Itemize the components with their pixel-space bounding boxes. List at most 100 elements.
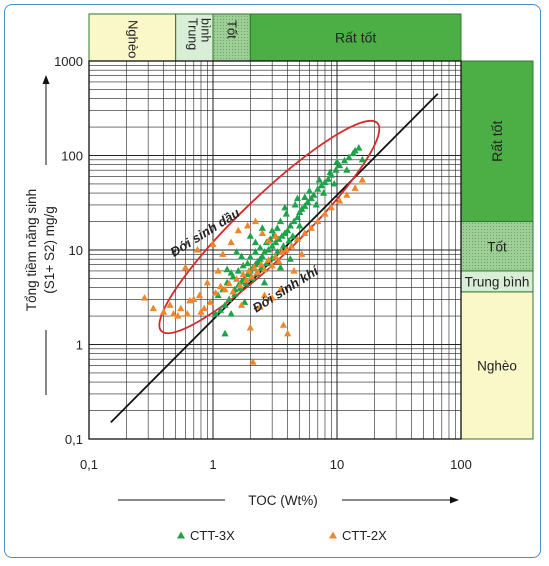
point-ctt3x-75 (225, 295, 233, 303)
top-band-1-label-line0: Trung (185, 18, 199, 50)
point-ctt3x-57 (234, 266, 242, 274)
x-axis-title-text: TOC (Wt%) (248, 493, 318, 508)
point-ctt2x-10 (212, 289, 220, 296)
point-ctt2x-37 (327, 203, 335, 211)
y-tick-label-4: 1000 (54, 54, 83, 69)
point-ctt3x-10 (317, 181, 326, 189)
point-ctt2x-9 (206, 298, 214, 305)
point-ctt3x-44 (301, 193, 309, 201)
x-tick-label-0: 0,1 (80, 457, 98, 472)
point-ctt3x-86 (293, 194, 302, 202)
point-ctt3x-91 (251, 238, 260, 246)
point-ctt2x-58 (284, 329, 292, 337)
point-ctt2x-36 (321, 210, 329, 217)
x-tick-label-2: 10 (330, 457, 344, 472)
point-ctt3x-42 (326, 168, 334, 176)
point-ctt2x-32 (293, 235, 302, 242)
point-ctt3x-89 (343, 166, 351, 173)
point-ctt2x-19 (245, 266, 253, 274)
point-ctt2x-63 (174, 312, 182, 319)
point-ctt3x-9 (321, 178, 329, 185)
point-ctt2x-66 (237, 301, 246, 308)
point-ctt3x-6 (332, 166, 340, 173)
point-ctt2x-35 (314, 217, 322, 225)
x-tick-label-3: 100 (450, 457, 472, 472)
point-ctt3x-13 (307, 194, 315, 202)
point-ctt3x-63 (289, 232, 297, 239)
point-ctt3x-19 (290, 217, 298, 225)
point-ctt3x-82 (241, 298, 249, 305)
point-ctt2x-41 (358, 176, 366, 183)
point-ctt2x-28 (275, 257, 283, 265)
point-ctt2x-7 (196, 291, 204, 299)
point-ctt2x-27 (272, 252, 280, 260)
point-ctt2x-62 (166, 301, 174, 308)
right-band-2-label: Trung bình (465, 274, 530, 289)
point-ctt3x-62 (296, 221, 304, 229)
point-ctt2x-34 (307, 224, 315, 231)
figure-frame (4, 4, 541, 558)
legend-label-ctt2x: CTT-2X (342, 528, 387, 543)
y-axis-title: Tổng tiềm năng sinh (S1+ S2) mg/g (24, 75, 57, 395)
y-tick-label-3: 100 (61, 149, 83, 164)
point-ctt2x-56 (249, 358, 257, 365)
point-ctt2x-43 (193, 246, 202, 253)
point-ctt2x-2 (160, 308, 168, 315)
axis-tick-labels: 0,1 1 10 100 0,1 1 10 100 1000 (54, 54, 472, 472)
point-ctt2x-29 (278, 248, 286, 255)
y-tick-label-1: 1 (76, 338, 83, 353)
point-ctt3x-85 (281, 203, 289, 211)
x-axis-title: TOC (Wt%) (118, 493, 459, 508)
point-ctt3x-54 (246, 253, 254, 260)
point-ctt2x-31 (287, 242, 296, 249)
point-ctt3x-3 (351, 146, 359, 154)
point-ctt3x-80 (276, 263, 285, 271)
point-ctt2x-8 (200, 304, 208, 312)
point-ctt2x-33 (301, 229, 309, 236)
point-ctt2x-24 (260, 265, 269, 273)
point-ctt3x-99 (312, 200, 320, 208)
point-ctt2x-49 (251, 217, 260, 225)
top-band-3-label: Rất tốt (335, 30, 376, 46)
point-ctt3x-88 (330, 179, 338, 187)
point-ctt3x-87 (320, 189, 328, 196)
point-ctt3x-92 (237, 252, 246, 260)
right-band-1-texture (461, 221, 533, 271)
point-ctt2x-65 (197, 308, 205, 315)
point-ctt2x-17 (239, 270, 247, 278)
point-ctt2x-13 (225, 279, 233, 287)
point-ctt2x-57 (279, 321, 288, 328)
point-ctt2x-22 (254, 268, 262, 275)
point-ctt3x-4 (340, 156, 349, 164)
point-ctt3x-76 (221, 301, 229, 308)
point-ctt3x-2 (345, 153, 353, 161)
top-rating-bands: Nghèo Trung bình Tốt Rất tốt (88, 13, 462, 62)
y-tick-label-2: 10 (69, 243, 83, 258)
legend-marker-ctt2x-icon (329, 531, 337, 539)
point-ctt3x-56 (239, 261, 247, 269)
point-ctt3x-53 (251, 248, 260, 255)
right-band-1-label: Tốt (487, 239, 507, 254)
point-ctt2x-44 (209, 240, 217, 247)
point-ctt2x-59 (256, 302, 264, 310)
top-band-1-label-line1: bình (198, 18, 212, 42)
point-ctt2x-52 (272, 232, 280, 239)
point-ctt3x-26 (268, 242, 276, 249)
top-band-2-label: Tốt (225, 20, 240, 39)
point-ctt3x-25 (272, 238, 280, 246)
point-ctt2x-42 (181, 263, 190, 271)
point-ctt3x-23 (278, 232, 286, 239)
x-tick-label-1: 1 (209, 457, 216, 472)
right-band-0-label: Rất tốt (489, 121, 505, 162)
point-ctt3x-40 (305, 187, 314, 194)
point-ctt2x-26 (268, 261, 276, 269)
point-ctt2x-3 (169, 310, 178, 317)
point-ctt3x-83 (227, 310, 235, 317)
point-ctt2x-54 (214, 266, 222, 274)
point-ctt2x-21 (250, 263, 258, 271)
point-ctt2x-6 (190, 295, 198, 303)
y-axis-title-line2: (S1+ S2) mg/g (42, 206, 57, 293)
point-ctt2x-23 (257, 260, 265, 268)
point-ctt3x-96 (258, 224, 266, 231)
point-ctt3x-58 (229, 272, 237, 280)
